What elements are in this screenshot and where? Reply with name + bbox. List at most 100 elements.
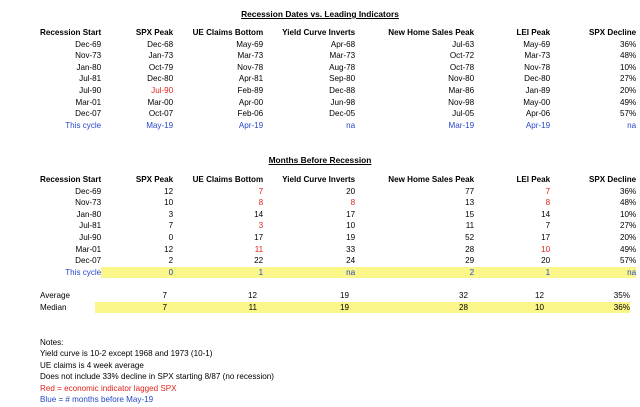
table-cell: 17: [346, 209, 356, 219]
table-cell: 12: [164, 186, 174, 196]
header-cell: LEI Peak: [516, 175, 551, 184]
table-cell: 15: [465, 209, 475, 219]
table-cell: 49%: [619, 97, 637, 107]
table-cell: 22: [254, 256, 264, 266]
table-cell: Mar-73: [524, 51, 551, 61]
table-cell: 52: [465, 232, 475, 242]
header-cell: SPX Peak: [135, 175, 174, 184]
table-cell: Jun-98: [330, 97, 356, 107]
section1-title: Recession Dates vs. Leading Indicators: [241, 9, 399, 19]
summary-label: Average: [40, 291, 70, 300]
table-cell: Mar-00: [147, 97, 174, 107]
table-cell: Nov-80: [448, 74, 475, 84]
table-cell: 3: [168, 209, 174, 219]
table-cell: Aug-78: [329, 62, 356, 72]
table-cell-highlight: 2: [355, 266, 475, 279]
table-cell: May-19: [146, 120, 174, 130]
header-cell: UE Claims Bottom: [192, 175, 264, 184]
table-cell-lagged: 8: [258, 198, 264, 208]
table-cell: May-69: [523, 39, 551, 49]
table-cell: Jan-89: [525, 85, 551, 95]
table-row: Jul-81 7 3 10 11 7 27%: [40, 220, 636, 232]
table-cell: 12: [534, 291, 544, 300]
table-cell: 0: [168, 232, 174, 242]
table-cell: Jul-81: [79, 221, 102, 231]
header-cell: UE Claims Bottom: [192, 28, 264, 37]
table-cell-highlight: 11: [167, 301, 257, 314]
table-cell: 20%: [619, 232, 637, 242]
table-cell: Mar-73: [329, 51, 356, 61]
table-cell: 17: [254, 232, 264, 242]
note-line: UE claims is 4 week average: [40, 360, 144, 370]
table-row: Nov-73 10 8 8 13 8 48%: [40, 197, 636, 209]
note-line: Does not include 33% decline in SPX star…: [40, 372, 274, 382]
table-cell: 48%: [619, 198, 637, 208]
table-cell: 7: [162, 291, 167, 300]
table-cell: 14: [541, 209, 551, 219]
table-cell: Jan-80: [76, 62, 102, 72]
months-before-table: Recession Start SPX Peak UE Claims Botto…: [40, 174, 637, 279]
table-cell: na: [346, 120, 356, 130]
section2-title: Months Before Recession: [268, 155, 372, 165]
table-cell: 2: [168, 256, 174, 266]
table-cell: 36%: [619, 39, 637, 49]
table-cell: Dec-80: [147, 74, 174, 84]
table-cell: Mar-73: [237, 51, 264, 61]
header-cell: SPX Peak: [135, 28, 174, 37]
table-cell: 11: [465, 221, 475, 231]
table-cell-lagged: Jul-90: [151, 85, 174, 95]
table-cell: Mar-86: [448, 85, 475, 95]
table-row: Mar-01 12 11 33 28 10 49%: [40, 244, 637, 256]
table-row: Jul-90 0 17 19 52 17 20%: [40, 232, 636, 244]
table-cell: Oct-79: [148, 62, 174, 72]
table-cell: Jul-90: [79, 232, 102, 242]
table-cell: Jan-80: [76, 209, 102, 219]
table-cell: Jul-63: [452, 39, 475, 49]
table-cell-lagged: 11: [254, 244, 264, 254]
table-cell: 33: [346, 244, 356, 254]
header-row: Recession Start SPX Peak UE Claims Botto…: [40, 27, 636, 39]
table-cell-highlight: 10: [468, 301, 544, 314]
table-cell: na: [627, 120, 637, 130]
table-cell: 29: [465, 256, 475, 266]
table-row: Dec-69 Dec-68 May-69 Apr-68 Jul-63 May-6…: [40, 39, 636, 51]
table-cell: 20: [346, 186, 356, 196]
table-cell-lagged: 7: [545, 186, 551, 196]
table-cell: 10: [346, 221, 356, 231]
table-cell: Apr-06: [525, 109, 551, 119]
table-cell-lagged: 8: [545, 198, 551, 208]
summary-row-average: Average 7 12 19 32 12 35%: [40, 290, 630, 302]
table-cell: Apr-00: [238, 97, 264, 107]
table-cell-highlight: na: [263, 266, 356, 279]
table-cell: 77: [465, 186, 475, 196]
header-cell: Yield Curve Inverts: [282, 28, 356, 37]
table-cell: 27%: [619, 221, 637, 231]
table-cell-highlight: 1: [474, 266, 551, 279]
note-line: Yield curve is 10-2 except 1968 and 1973…: [40, 349, 213, 359]
table-cell-highlight: 0: [101, 266, 174, 279]
table-cell: Mar-19: [448, 120, 475, 130]
table-cell: Nov-98: [448, 97, 475, 107]
summary-row-median: Median 7 11 19 28 10 36%: [40, 301, 630, 314]
table-cell: May-69: [236, 39, 264, 49]
table-cell: Nov-78: [524, 62, 551, 72]
header-cell: LEI Peak: [516, 28, 551, 37]
table-cell: Oct-07: [148, 109, 174, 119]
table-cell: May-00: [523, 97, 551, 107]
table-row: Jul-81 Dec-80 Apr-81 Sep-80 Nov-80 Dec-8…: [40, 73, 636, 85]
table-cell: 27%: [619, 74, 637, 84]
table-cell: Mar-01: [75, 97, 102, 107]
header-cell: New Home Sales Peak: [388, 28, 475, 37]
table-cell: Mar-01: [75, 244, 102, 254]
notes-block: Notes: Yield curve is 10-2 except 1968 a…: [40, 337, 274, 405]
table-cell: 20: [541, 256, 551, 266]
table-row: Dec-07 Oct-07 Feb-06 Dec-05 Jul-05 Apr-0…: [40, 108, 636, 120]
table-cell: 24: [346, 256, 356, 266]
header-cell: Yield Curve Inverts: [282, 175, 356, 184]
table-cell: 19: [346, 232, 356, 242]
note-line-blue-legend: Blue = # months before May-19: [40, 395, 154, 405]
table-cell: 7: [545, 221, 551, 231]
table-cell: Nov-73: [75, 51, 102, 61]
table-cell: Jul-05: [452, 109, 475, 119]
